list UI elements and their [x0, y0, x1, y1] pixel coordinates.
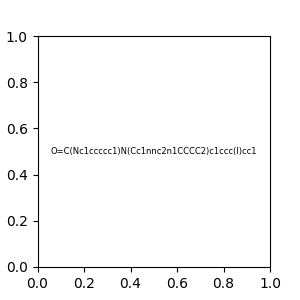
Text: O=C(Nc1ccccc1)N(Cc1nnc2n1CCCC2)c1ccc(I)cc1: O=C(Nc1ccccc1)N(Cc1nnc2n1CCCC2)c1ccc(I)c…: [50, 147, 257, 156]
